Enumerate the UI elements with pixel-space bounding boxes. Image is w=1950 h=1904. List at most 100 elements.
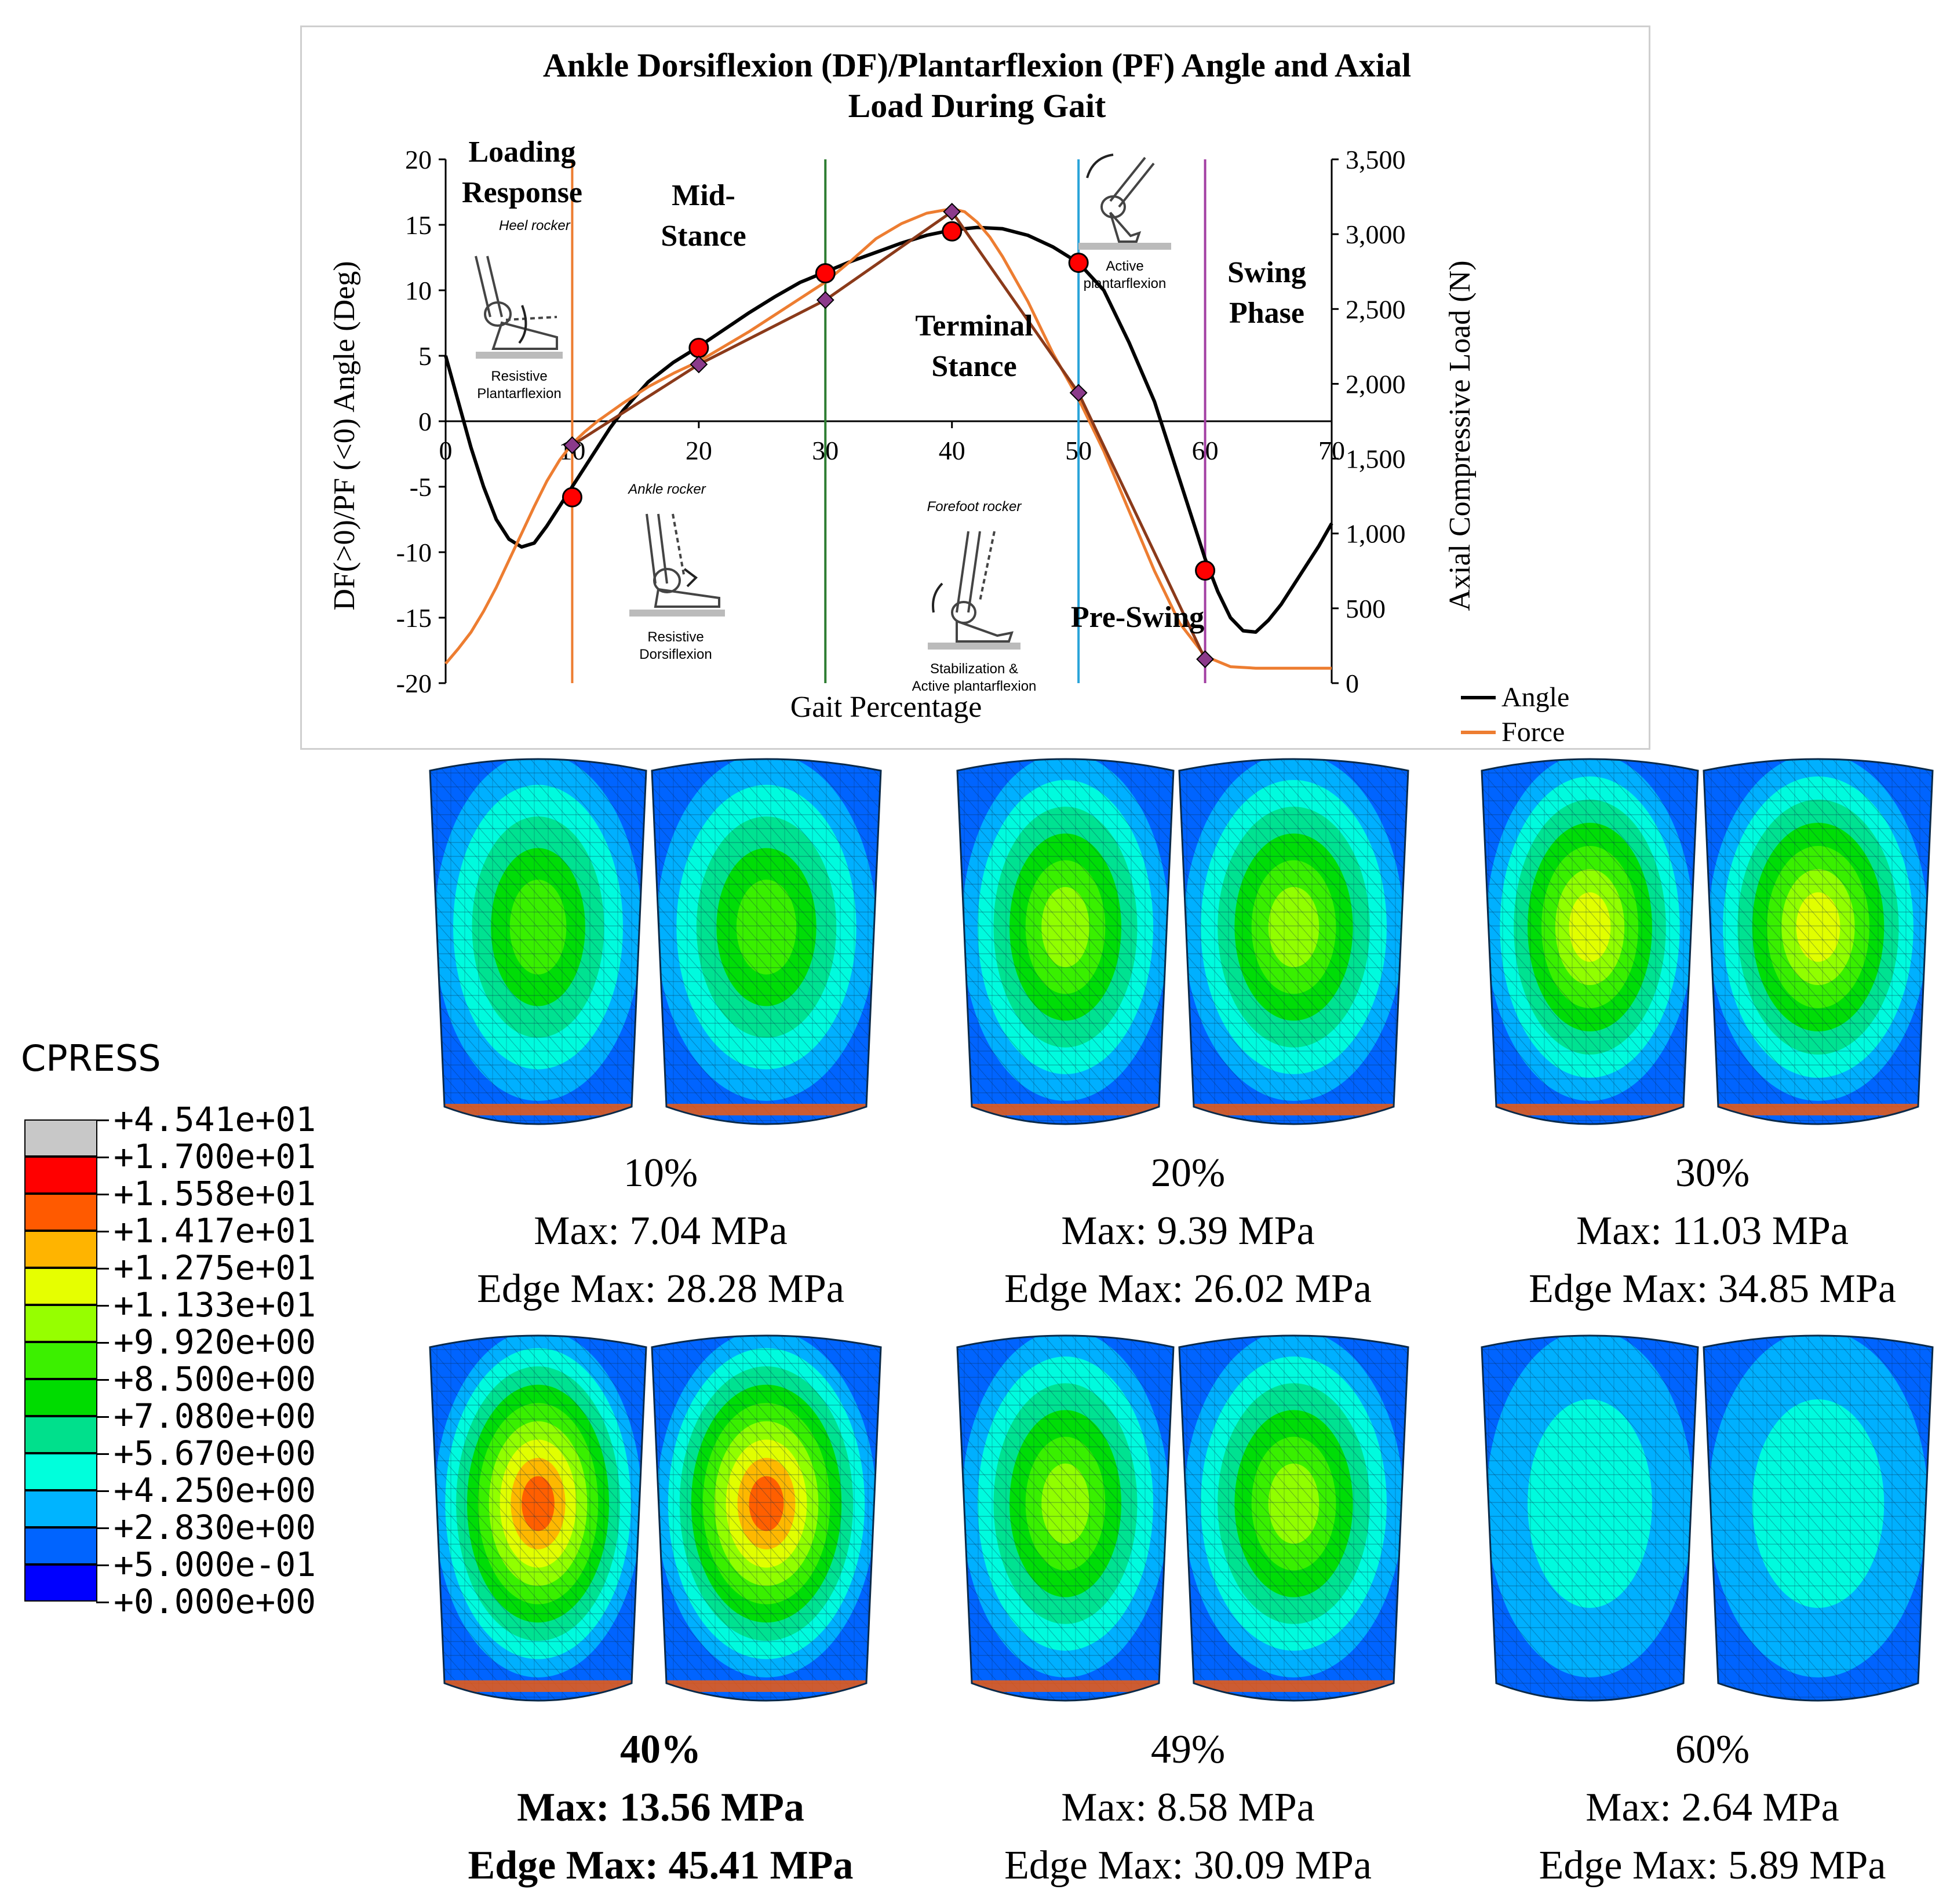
force-marker (563, 436, 581, 454)
ankle-rocker-illustration: Ankle rocker Resistive Dorsiflexion (627, 482, 725, 662)
contour-legend: CPRESS +4.541e+01 +1.700e+01 +1.558e+01 +1.… (21, 1037, 392, 1620)
contour-legend-tick (96, 1379, 109, 1381)
angle-marker (688, 337, 709, 358)
phase-labels: Loading Response Mid- Stance Terminal St… (462, 136, 1306, 634)
contour-legend-title: CPRESS (21, 1037, 161, 1079)
y-left-tick-label: 0 (418, 407, 432, 436)
angle-series-line (444, 225, 1333, 634)
fe-panel-49pct (950, 1324, 1426, 1764)
contour-legend-swatch (24, 1342, 97, 1379)
heel-rocker-label: Heel rocker (499, 218, 571, 234)
chart-title-line-2: Load During Gait (848, 87, 1106, 125)
y-left-tick-label: -5 (410, 472, 432, 502)
force-marker (690, 355, 708, 374)
caption-max: Max: 7.04 MPa (534, 1209, 788, 1253)
plot-area: 20151050-5-10-15-203,5003,0002,5002,0001… (396, 145, 1406, 698)
x-tick-label: 70 (1318, 436, 1345, 465)
y-axis-label-right: Axial Compressive Load (N) (1444, 260, 1477, 611)
y-left-tick-label: 15 (405, 210, 432, 240)
fe-panel-20pct (950, 747, 1426, 1188)
y-left-tick-label: 10 (405, 276, 432, 305)
contour-legend-swatch (24, 1564, 97, 1602)
contour-legend-label: +9.920e+00 (114, 1322, 316, 1362)
cartilage-lobe (957, 759, 1173, 1124)
contour-legend-swatch (24, 1453, 97, 1490)
gait-chart-panel: Ankle Dorsiflexion (DF)/Plantarflexion (… (300, 25, 1650, 750)
caption-edge: Edge Max: 26.02 MPa (1004, 1267, 1372, 1311)
fe-panel-40pct (423, 1324, 898, 1764)
y-right-tick-label: 2,500 (1346, 294, 1406, 324)
contour-legend-swatch (24, 1194, 97, 1231)
cartilage-lobe (957, 1336, 1173, 1701)
contour-legend-label: +2.830e+00 (114, 1508, 316, 1547)
y-right-tick-label: 3,000 (1346, 220, 1406, 249)
contour-legend-swatch (24, 1490, 97, 1527)
contour-legend-label: +1.417e+01 (114, 1211, 316, 1250)
contour-legend-label: +1.275e+01 (114, 1248, 316, 1287)
x-tick-label: 40 (939, 436, 965, 465)
active-pf-label-1: Active (1106, 258, 1143, 274)
contact-pressure-map (956, 1334, 1409, 1702)
y-right-tick-label: 1,500 (1346, 444, 1406, 474)
y-left-tick-label: -15 (396, 603, 432, 633)
chart-legend: Angle Force (1461, 682, 1569, 747)
y-right-tick-label: 3,500 (1346, 145, 1406, 174)
phase-label-preswing: Pre-Swing (1071, 601, 1204, 634)
resistive-pf-label-2: Plantarflexion (477, 386, 561, 402)
fe-panel-caption: 20% Max: 9.39 MPa Edge Max: 26.02 MPa (927, 1144, 1449, 1318)
contour-legend-tick (96, 1527, 109, 1529)
phase-label-terminal-2: Stance (931, 350, 1016, 383)
cartilage-lobe (1704, 759, 1933, 1124)
force-marker (1069, 384, 1088, 402)
caption-edge: Edge Max: 5.89 MPa (1539, 1843, 1886, 1888)
y-axis-label-left: DF(>0)/PF (<0) Angle (Deg) (328, 261, 361, 610)
contour-legend-tick (96, 1342, 109, 1344)
caption-max: Max: 8.58 MPa (1061, 1785, 1315, 1830)
y-right-tick-label: 0 (1346, 669, 1359, 698)
contour-legend-label: +1.133e+01 (114, 1285, 316, 1325)
caption-pct: 60% (1675, 1727, 1750, 1772)
contour-legend-label: +0.000e+00 (114, 1582, 316, 1621)
caption-max: Max: 2.64 MPa (1585, 1785, 1839, 1830)
heel-rocker-illustration: Heel rocker Resistive Plantarflexion (475, 218, 571, 402)
cartilage-lobe (430, 759, 646, 1124)
caption-edge: Edge Max: 28.28 MPa (477, 1267, 844, 1311)
phase-label-mid-1: Mid- (672, 179, 735, 212)
contour-legend-swatch (24, 1119, 97, 1157)
stabilization-label-2: Active plantarflexion (912, 679, 1037, 694)
contour-legend-label: +5.000e-01 (114, 1545, 316, 1584)
y-left-tick-label: 20 (405, 145, 432, 174)
force-segment-line (571, 210, 1207, 660)
contour-legend-swatch (24, 1268, 97, 1305)
force-marker (943, 202, 961, 221)
contact-pressure-map (1481, 758, 1934, 1125)
force-series-line (444, 207, 1332, 670)
angle-marker (942, 221, 963, 242)
contour-legend-tick (96, 1157, 109, 1158)
contour-legend-label: +1.558e+01 (114, 1174, 316, 1213)
contour-legend-tick (96, 1602, 109, 1603)
contour-legend-label: +8.500e+00 (114, 1359, 316, 1399)
x-axis-label: Gait Percentage (790, 691, 982, 724)
ankle-rocker-label: Ankle rocker (627, 482, 706, 497)
contour-legend-tick (96, 1231, 109, 1232)
contour-legend-label: +7.080e+00 (114, 1396, 316, 1436)
fe-panel-caption: 49% Max: 8.58 MPa Edge Max: 30.09 MPa (927, 1721, 1449, 1895)
forefoot-rocker-illustration: Forefoot rocker Stabilization & Active p… (912, 499, 1037, 694)
cartilage-lobe (1482, 759, 1698, 1124)
contour-legend-swatch (24, 1527, 97, 1564)
y-left-tick-label: 5 (418, 341, 432, 371)
caption-pct: 49% (1150, 1727, 1226, 1772)
caption-max: Max: 13.56 MPa (517, 1785, 804, 1830)
contour-legend-tick (96, 1416, 109, 1418)
contour-legend-tick (96, 1453, 109, 1455)
resistive-df-label-2: Dorsiflexion (639, 647, 712, 662)
cartilage-lobe (1704, 1336, 1933, 1701)
stabilization-label-1: Stabilization & (930, 661, 1018, 677)
phase-label-loading-2: Response (462, 176, 582, 209)
contact-pressure-map (429, 758, 882, 1125)
resistive-pf-label-1: Resistive (491, 369, 547, 384)
fe-panel-caption: 10% Max: 7.04 MPa Edge Max: 28.28 MPa (400, 1144, 921, 1318)
fe-panel-caption: 30% Max: 11.03 MPa Edge Max: 34.85 MPa (1452, 1144, 1950, 1318)
contour-legend-tick (96, 1119, 109, 1121)
